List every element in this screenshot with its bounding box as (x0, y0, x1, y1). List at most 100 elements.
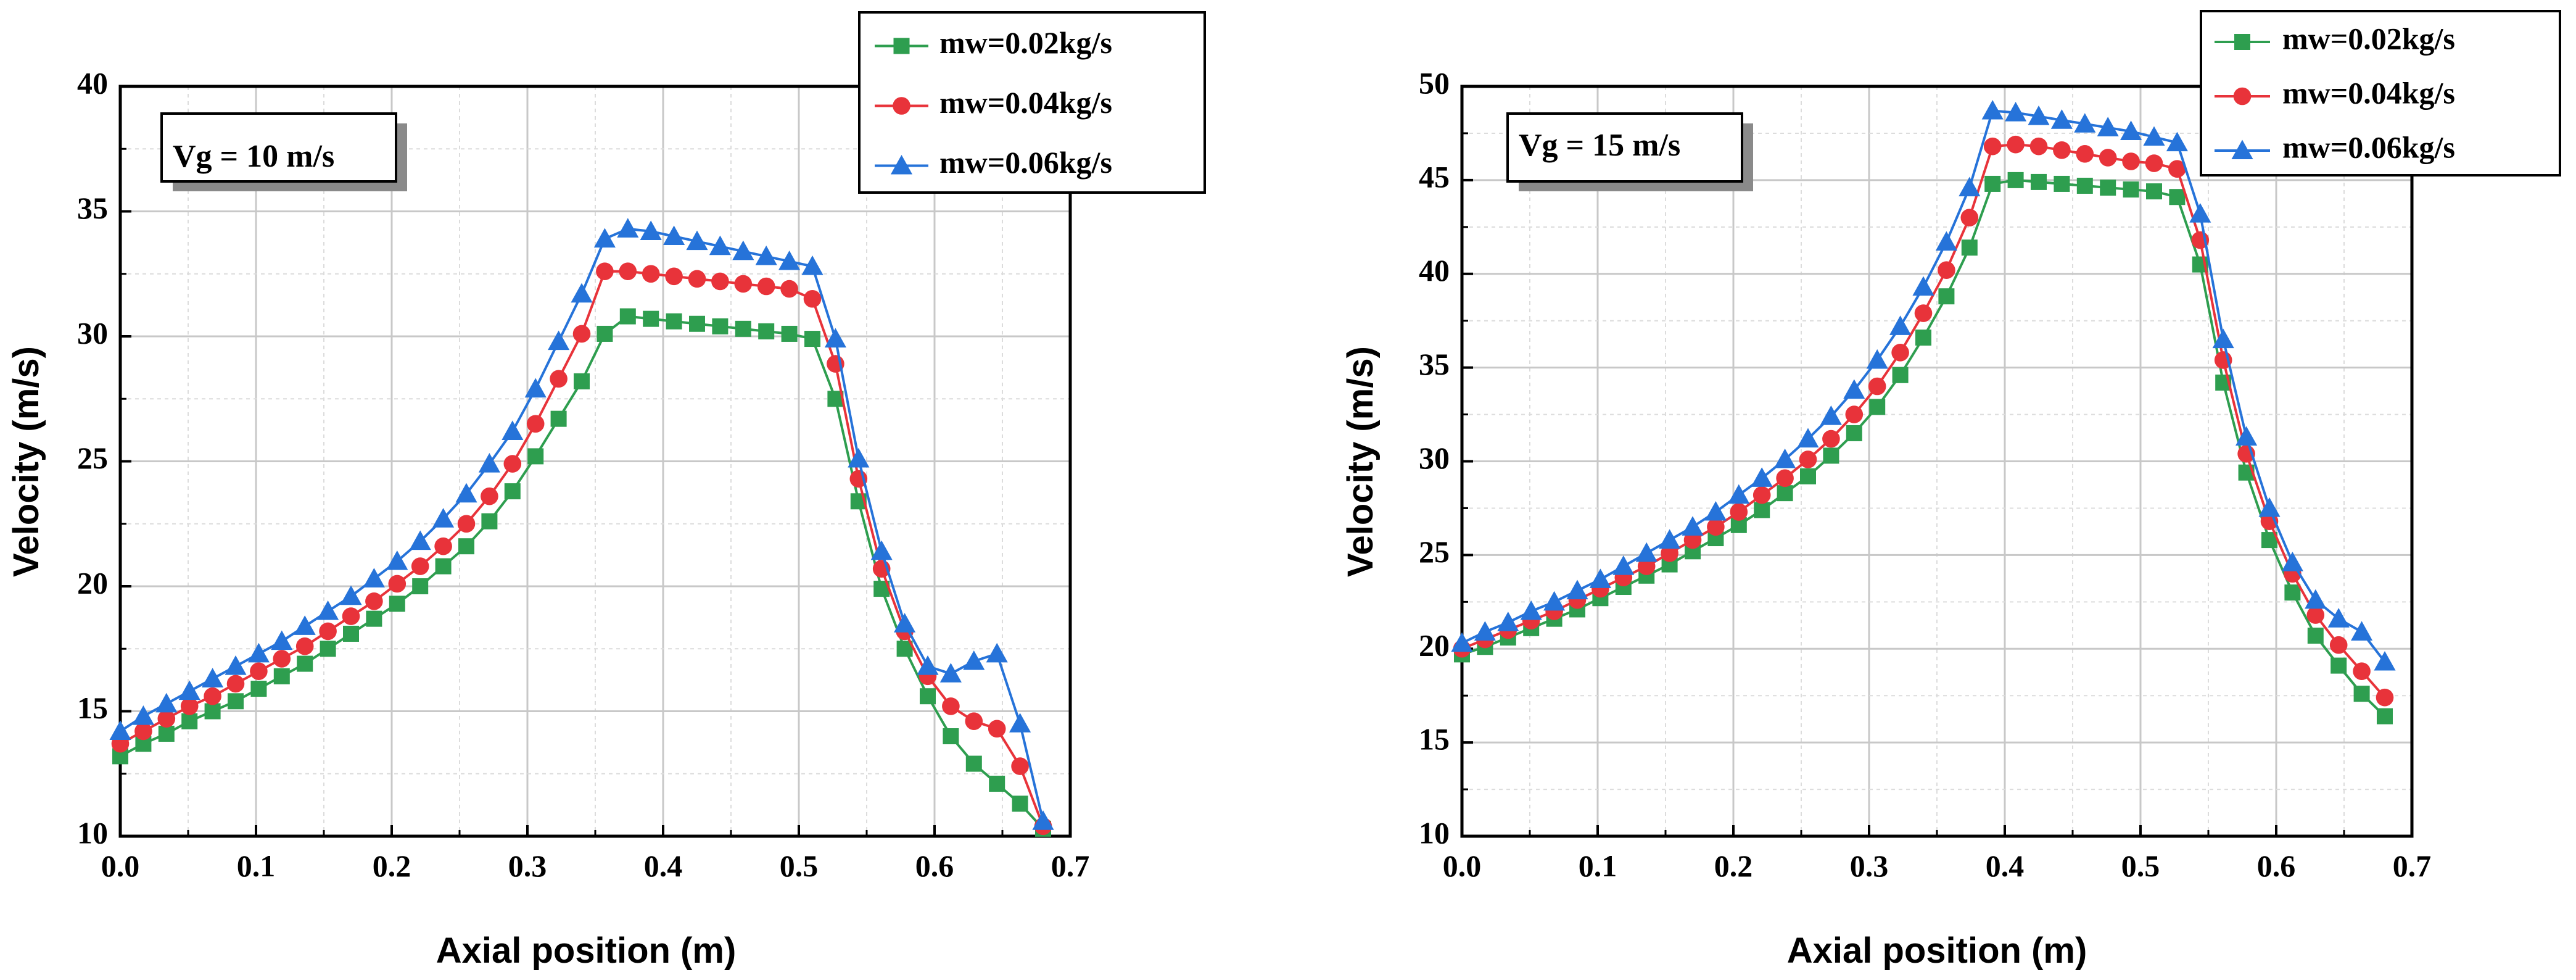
data-point-triangle (155, 692, 178, 713)
data-point-circle (1799, 451, 1817, 468)
data-point-square (2234, 34, 2250, 50)
data-point-circle (942, 697, 960, 715)
data-point-triangle (178, 680, 200, 700)
data-point-square (1846, 425, 1862, 441)
data-point-triangle (1704, 500, 1727, 521)
data-point-circle (1752, 486, 1771, 504)
x-tick-label: 0.6 (2257, 849, 2296, 883)
y-tick-label: 45 (1419, 159, 1450, 194)
data-point-circle (550, 370, 568, 388)
data-point-square (2146, 183, 2162, 200)
data-point-triangle (593, 228, 616, 248)
data-point-circle (2145, 154, 2163, 172)
data-point-square (943, 728, 959, 744)
data-point-triangle (340, 585, 362, 605)
y-tick-label: 35 (1419, 347, 1450, 381)
data-point-circle (1707, 518, 1725, 536)
data-point-triangle (617, 218, 639, 238)
data-point-square (666, 313, 682, 330)
data-point-triangle (1981, 99, 2004, 120)
data-point-square (2007, 172, 2024, 188)
data-point-circle (204, 687, 221, 705)
data-point-square (1915, 330, 1931, 346)
data-point-circle (273, 650, 291, 668)
data-point-triangle (2212, 328, 2234, 349)
y-axis-title: Velocity (m/s) (6, 346, 46, 577)
data-point-circle (180, 697, 199, 715)
data-point-square (804, 331, 820, 347)
data-point-circle (1868, 377, 1886, 396)
x-axis-title: Axial position (m) (1787, 931, 2087, 971)
data-point-circle (734, 275, 753, 293)
data-point-square (250, 681, 267, 697)
data-point-triangle (202, 668, 224, 687)
legend-entry: mw=0.02kg/s (2215, 21, 2455, 56)
legend: mw=0.02kg/s mw=0.04kg/s mw=0.06kg/s (2200, 10, 2561, 176)
legend-entry: mw=0.04kg/s (2215, 75, 2455, 110)
x-tick-label: 0.1 (1579, 849, 1617, 883)
data-point-triangle (1889, 315, 1912, 335)
data-point-circle (342, 607, 360, 625)
data-point-triangle (2166, 131, 2188, 152)
data-point-circle (2076, 145, 2094, 163)
data-point-triangle (1959, 176, 1981, 197)
x-tick-label: 0.3 (1850, 849, 1889, 883)
data-point-square (2123, 181, 2139, 198)
data-point-circle (2053, 141, 2071, 159)
data-point-triangle (225, 655, 247, 675)
legend-label: mw=0.04kg/s (939, 85, 1112, 120)
data-point-circle (526, 415, 545, 433)
data-point-triangle (294, 615, 316, 635)
data-point-square (1938, 288, 1955, 305)
data-point-circle (780, 280, 798, 298)
data-point-triangle (524, 378, 547, 398)
data-point-triangle (894, 613, 916, 633)
y-tick-label: 15 (77, 691, 108, 725)
data-point-triangle (132, 705, 154, 725)
data-point-circle (2233, 87, 2252, 106)
data-point-triangle (1866, 349, 1888, 369)
series-square (112, 308, 1051, 837)
data-point-triangle (247, 642, 270, 663)
data-point-circle (481, 487, 498, 505)
data-point-triangle (317, 600, 339, 620)
data-point-circle (157, 710, 176, 728)
data-point-circle (411, 557, 429, 575)
legend: mw=0.02kg/s mw=0.04kg/s mw=0.06kg/s (858, 11, 1206, 194)
data-point-triangle (1935, 231, 1957, 251)
data-point-circle (365, 592, 383, 610)
data-point-square (2284, 584, 2301, 601)
data-point-circle (757, 277, 775, 296)
x-tick-label: 0.0 (1443, 849, 1482, 883)
data-point-triangle (1566, 579, 1588, 600)
data-point-triangle (2143, 126, 2165, 146)
annotation-label: Vg = 10 m/s (173, 139, 334, 174)
data-point-circle (665, 267, 683, 286)
data-point-circle (688, 270, 706, 288)
data-point-triangle (2120, 120, 2142, 140)
data-point-square (597, 325, 613, 342)
data-point-triangle (1635, 542, 1657, 562)
y-tick-label: 15 (1419, 722, 1450, 757)
data-point-square (412, 578, 429, 594)
data-point-circle (2376, 688, 2394, 707)
data-point-triangle (2351, 621, 2373, 641)
y-tick-label: 10 (77, 815, 108, 850)
data-point-circle (596, 262, 614, 281)
x-tick-label: 0.7 (1051, 849, 1090, 883)
data-point-square (1012, 795, 1028, 812)
data-point-circle (619, 262, 637, 281)
data-point-triangle (2305, 589, 2327, 609)
data-point-square (735, 320, 751, 337)
y-tick-label: 50 (1419, 65, 1450, 100)
data-point-circle (226, 675, 245, 693)
data-point-square (2330, 657, 2347, 674)
x-tick-label: 0.0 (101, 849, 140, 883)
data-point-triangle (1843, 379, 1865, 399)
data-point-triangle (1589, 568, 1611, 588)
data-point-triangle (2258, 497, 2281, 517)
data-point-triangle (1612, 555, 1635, 575)
series-triangle (109, 218, 1054, 830)
data-point-circle (2099, 149, 2117, 167)
